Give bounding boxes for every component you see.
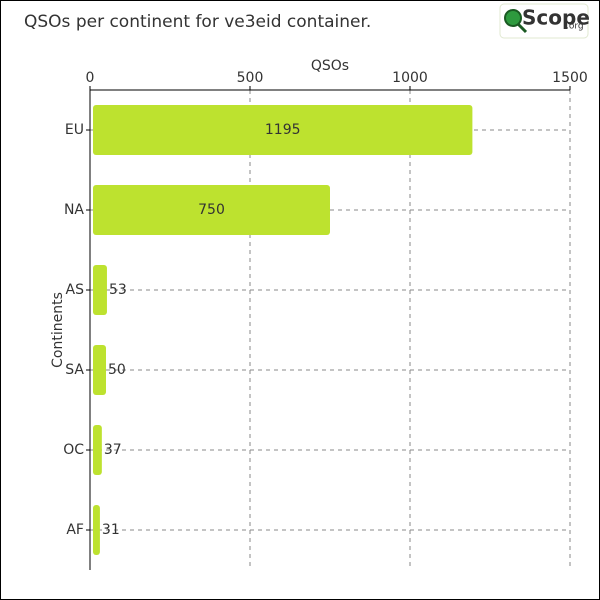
logo-handle	[516, 22, 528, 34]
value-label: 750	[198, 202, 225, 218]
x-tick-label: 1500	[552, 70, 588, 86]
chart-title: QSOs per continent for ve3eid container.	[24, 12, 371, 32]
logo-icon	[504, 9, 522, 27]
value-label: 1195	[265, 122, 301, 138]
logo-suffix: .org	[566, 22, 584, 32]
y-tick-label: AS	[66, 282, 85, 298]
y-tick-label: NA	[64, 202, 84, 218]
logo-text: Scope	[522, 6, 590, 30]
x-axis-label: QSOs	[311, 58, 349, 74]
y-tick-label: EU	[65, 122, 84, 138]
plot: 0 500 1000 1500 EU 1195 NA 750 AS 53 SA 50 OC 37 AF 31	[63, 70, 588, 570]
logo: Scope .org	[499, 3, 590, 39]
value-label: 53	[109, 282, 127, 298]
bar	[93, 105, 473, 155]
x-tick-label: 1000	[392, 70, 428, 86]
value-label: 50	[108, 362, 126, 378]
bar	[93, 425, 102, 475]
x-tick-label: 500	[237, 70, 264, 86]
bar	[93, 185, 330, 235]
y-tick-label: SA	[65, 362, 84, 378]
bar	[93, 505, 100, 555]
y-tick-label: AF	[66, 522, 84, 538]
value-label: 37	[104, 442, 122, 458]
bar	[93, 265, 107, 315]
bar	[93, 345, 106, 395]
x-tick-label: 0	[86, 70, 95, 86]
y-axis-label: Continents	[50, 292, 66, 368]
value-label: 31	[102, 522, 120, 538]
y-tick-label: OC	[63, 442, 84, 458]
